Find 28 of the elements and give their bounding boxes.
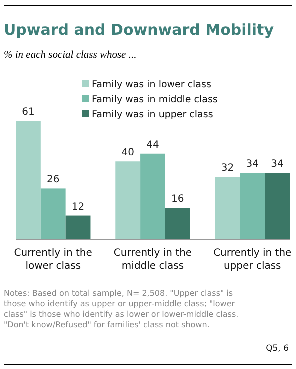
text: Notes: Based on total sample, N= 2,508. "Upper class" is those who identify as upper or upper-middle class; "lower class" is those who identify as lower or lower-middle class. "Don't know/Refused" for families' class not shown. (4, 289, 239, 330)
legend-label: Family was in lower class (92, 80, 212, 90)
bar (165, 208, 190, 239)
bar (265, 173, 290, 239)
data-label: 32 (221, 163, 234, 174)
bar (240, 173, 266, 239)
data-label: 34 (271, 159, 284, 170)
chart-title: Upward and Downward Mobility (4, 21, 274, 39)
data-label: 34 (246, 159, 260, 170)
bar (140, 154, 166, 239)
data-label: 12 (72, 202, 85, 213)
bar (16, 121, 41, 239)
bar (215, 177, 240, 239)
text: Q5, 6 (266, 344, 289, 354)
x-tick-label: Currently in the lower class (14, 248, 92, 272)
data-label: 40 (122, 148, 134, 159)
bar (116, 162, 141, 239)
data-label: 44 (146, 140, 160, 151)
legend-label: Family was in middle class (92, 94, 218, 106)
x-tick-label: Currently in the upper class (214, 248, 292, 272)
legend-label: Family was in upper class (92, 110, 214, 120)
bar (66, 216, 91, 239)
x-tick-label: Currently in the middle class (114, 248, 192, 272)
bar (40, 188, 66, 239)
data-label: 26 (46, 174, 60, 186)
data-label: 61 (22, 107, 35, 118)
data-label: 16 (172, 194, 184, 206)
chart-subtitle: % in each social class whose ... (4, 50, 137, 61)
